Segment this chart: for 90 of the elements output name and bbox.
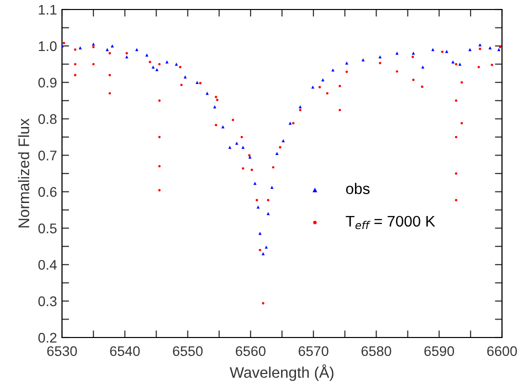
point <box>256 198 258 202</box>
point <box>445 50 448 53</box>
point <box>258 232 262 235</box>
point <box>241 146 245 149</box>
point <box>250 168 254 172</box>
x-axis-title: Wavelength (Å) <box>230 364 334 381</box>
point <box>74 62 76 66</box>
x-tick-label: 6540 <box>110 346 140 356</box>
point <box>158 62 161 66</box>
point <box>298 105 302 108</box>
point <box>454 136 458 138</box>
point <box>184 75 187 78</box>
point <box>228 146 232 149</box>
point <box>213 105 216 108</box>
point <box>242 167 244 170</box>
point <box>92 62 95 66</box>
point <box>490 64 494 66</box>
point <box>338 84 342 88</box>
x-tick-label: 6590 <box>424 346 454 356</box>
point <box>454 198 458 202</box>
point <box>125 55 128 58</box>
point <box>62 42 66 44</box>
point <box>321 78 324 82</box>
point <box>378 55 382 58</box>
point <box>454 99 458 102</box>
x-tick-label: 6530 <box>47 346 77 356</box>
y-tick-label: 0.3 <box>38 296 57 306</box>
point <box>78 46 82 50</box>
point <box>165 60 169 64</box>
y-axis-title: Normalized Flux <box>18 118 30 228</box>
point <box>196 80 199 84</box>
y-tick-label: 0.7 <box>38 150 56 160</box>
y-tick-label: 0.2 <box>38 332 56 343</box>
point <box>235 142 238 145</box>
legend-label: obs <box>346 182 370 194</box>
x-tick-label: 6600 <box>487 346 517 356</box>
point <box>253 182 257 185</box>
x-tick-label: 6570 <box>298 346 328 356</box>
y-tick-label: 0.8 <box>38 114 57 124</box>
point <box>92 42 95 46</box>
point <box>421 66 424 69</box>
point <box>345 62 348 65</box>
y-tick-label: 0.6 <box>38 187 57 197</box>
point <box>206 92 209 95</box>
point <box>110 44 114 48</box>
y-tick-label: 1.0 <box>38 41 57 52</box>
point <box>412 52 415 55</box>
point <box>135 48 138 52</box>
y-tick-label: 1.1 <box>38 4 56 15</box>
point <box>395 52 399 55</box>
point <box>275 152 279 156</box>
point <box>454 172 458 175</box>
point <box>478 48 482 50</box>
point <box>488 46 492 50</box>
point <box>288 122 292 125</box>
point <box>431 48 434 52</box>
y-tick-label: 0.9 <box>38 78 56 88</box>
point <box>221 125 224 128</box>
point <box>74 74 76 76</box>
legend-label: T$_{eff}$ = 7000 K <box>346 216 436 230</box>
point <box>145 54 148 57</box>
point <box>311 86 314 89</box>
y-tick-label: 0.5 <box>38 224 57 234</box>
point <box>158 99 161 102</box>
x-tick-label: 6560 <box>236 346 266 356</box>
point <box>152 66 155 69</box>
point <box>468 48 472 52</box>
point <box>451 60 455 64</box>
y-tick-label: 0.4 <box>38 260 57 270</box>
point <box>282 139 285 142</box>
point <box>454 62 458 66</box>
point <box>270 186 274 189</box>
point <box>272 166 274 169</box>
point <box>264 246 268 249</box>
point <box>478 43 482 46</box>
point <box>248 156 252 159</box>
point <box>74 48 76 51</box>
point <box>106 48 109 52</box>
point <box>412 78 415 82</box>
x-tick-label: 6550 <box>172 346 203 356</box>
point <box>497 48 500 52</box>
point <box>498 46 502 48</box>
x-tick-label: 6580 <box>362 346 392 356</box>
point <box>331 68 334 72</box>
point <box>256 205 260 209</box>
point <box>338 108 342 112</box>
point <box>178 66 182 68</box>
point <box>266 198 270 202</box>
point <box>266 212 270 216</box>
point <box>362 58 365 62</box>
